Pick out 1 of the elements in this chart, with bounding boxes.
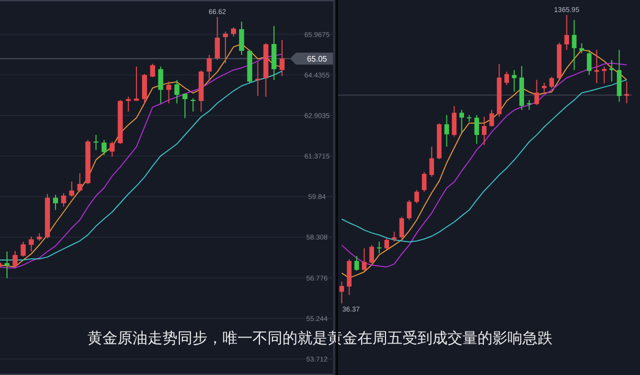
ref-line-label: 65.05: [306, 54, 328, 64]
